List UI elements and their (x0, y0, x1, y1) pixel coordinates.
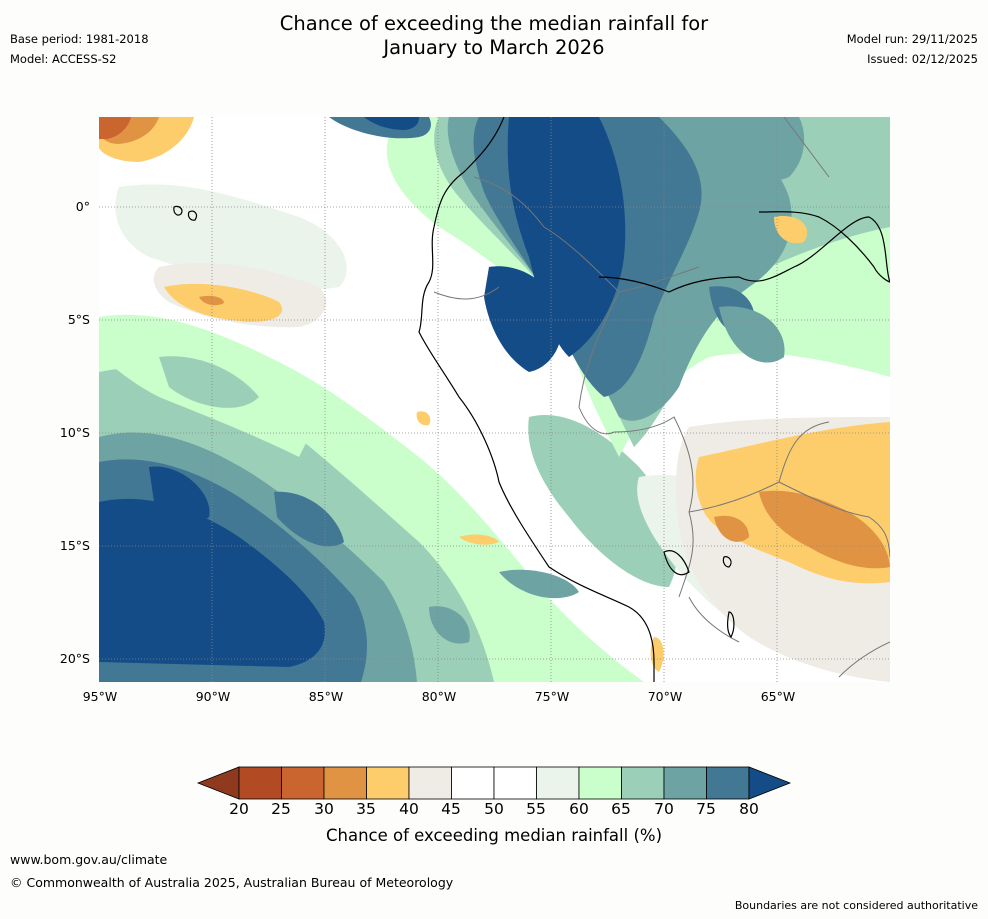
footer-disclaimer: Boundaries are not considered authoritat… (734, 899, 978, 912)
region-teal-patch-sw (429, 606, 470, 644)
legend-tick-75: 75 (696, 800, 716, 818)
region-dark-orange-nw (99, 117, 131, 139)
map-title: Chance of exceeding the median rainfall … (0, 12, 988, 60)
region-light-teal-coast (528, 415, 678, 587)
colorbar-segment-3 (366, 766, 410, 800)
region-light-teal-w (159, 356, 259, 408)
region-orange-west (199, 295, 224, 306)
meta-left: Base period: 1981-2018 Model: ACCESS-S2 (10, 29, 149, 69)
colorbar-segment-11 (706, 766, 750, 800)
legend-tick-30: 30 (314, 800, 334, 818)
colorbar-segment-1 (281, 766, 325, 800)
region-mid-blue-sw-patch (274, 491, 344, 547)
lon-label-70w: 70°W (647, 689, 683, 704)
coastlines (173, 117, 890, 682)
model-run: Model run: 29/11/2025 (846, 32, 978, 46)
legend-tick-60: 60 (569, 800, 589, 818)
colorbar-under-arrow (196, 766, 240, 800)
lon-label-95w: 95°W (82, 689, 118, 704)
region-dark-blue-n (507, 117, 626, 357)
map-gridlines (99, 117, 890, 682)
region-dark-blue-top (364, 117, 419, 130)
model-name: Model: ACCESS-S2 (10, 52, 117, 66)
colorbar-segment-2 (323, 766, 367, 800)
legend-tick-80: 80 (739, 800, 759, 818)
legend-tick-40: 40 (399, 800, 419, 818)
colorbar-segment-9 (621, 766, 665, 800)
region-yellow-small-c2 (459, 534, 499, 545)
colorbar-segment-8 (578, 766, 622, 800)
lat-label-20s: 20°S (59, 651, 90, 666)
region-yellow-small-c (416, 411, 431, 426)
lon-label-85w: 85°W (308, 689, 344, 704)
region-orange-bolivia-2 (714, 515, 749, 542)
region-dark-blue-sw-upper (149, 466, 210, 522)
region-teal-ne (718, 117, 805, 181)
base-period: Base period: 1981-2018 (10, 32, 149, 46)
region-teal-patch-s (499, 569, 579, 599)
title-line-1: Chance of exceeding the median rainfall … (279, 12, 709, 35)
colorbar-segment-6 (493, 766, 537, 800)
lon-label-80w: 80°W (421, 689, 457, 704)
footer-copyright: © Commonwealth of Australia 2025, Austra… (10, 875, 454, 890)
lat-label-10s: 10°S (59, 425, 90, 440)
meta-right: Model run: 29/11/2025 Issued: 02/12/2025 (847, 29, 978, 69)
region-pale-green-wc (115, 184, 347, 290)
lat-label-15s: 15°S (59, 538, 90, 553)
country-boundaries (433, 117, 890, 678)
legend-tick-20: 20 (229, 800, 249, 818)
colorbar-segment-7 (536, 766, 580, 800)
issued-date: Issued: 02/12/2025 (867, 52, 978, 66)
legend-tick-25: 25 (271, 800, 291, 818)
region-orange-bolivia (759, 490, 890, 569)
lon-label-90w: 90°W (195, 689, 231, 704)
title-line-2: January to March 2026 (383, 36, 605, 59)
region-yellow-patch-e (774, 216, 808, 244)
lon-label-75w: 75°W (534, 689, 570, 704)
footer-url: www.bom.gov.au/climate (10, 852, 168, 867)
lon-label-65w: 65°W (760, 689, 796, 704)
legend-tick-65: 65 (611, 800, 631, 818)
colorbar-over-arrow (748, 766, 792, 800)
legend-tick-70: 70 (654, 800, 674, 818)
region-teal-east (719, 306, 785, 363)
lat-label-0: 0° (75, 199, 90, 214)
rainfall-map (99, 117, 890, 682)
colorbar-segment-5 (451, 766, 495, 800)
colorbar-segment-0 (238, 766, 282, 800)
legend-tick-55: 55 (526, 800, 546, 818)
legend-tick-50: 50 (484, 800, 504, 818)
legend-tick-45: 45 (441, 800, 461, 818)
region-dark-blue-peru (484, 266, 563, 372)
lat-label-5s: 5°S (67, 312, 90, 327)
legend-tick-35: 35 (356, 800, 376, 818)
colorbar-label: Chance of exceeding median rainfall (%) (325, 826, 663, 845)
colorbar (196, 766, 792, 800)
colorbar-segment-10 (663, 766, 707, 800)
colorbar-segment-4 (408, 766, 452, 800)
